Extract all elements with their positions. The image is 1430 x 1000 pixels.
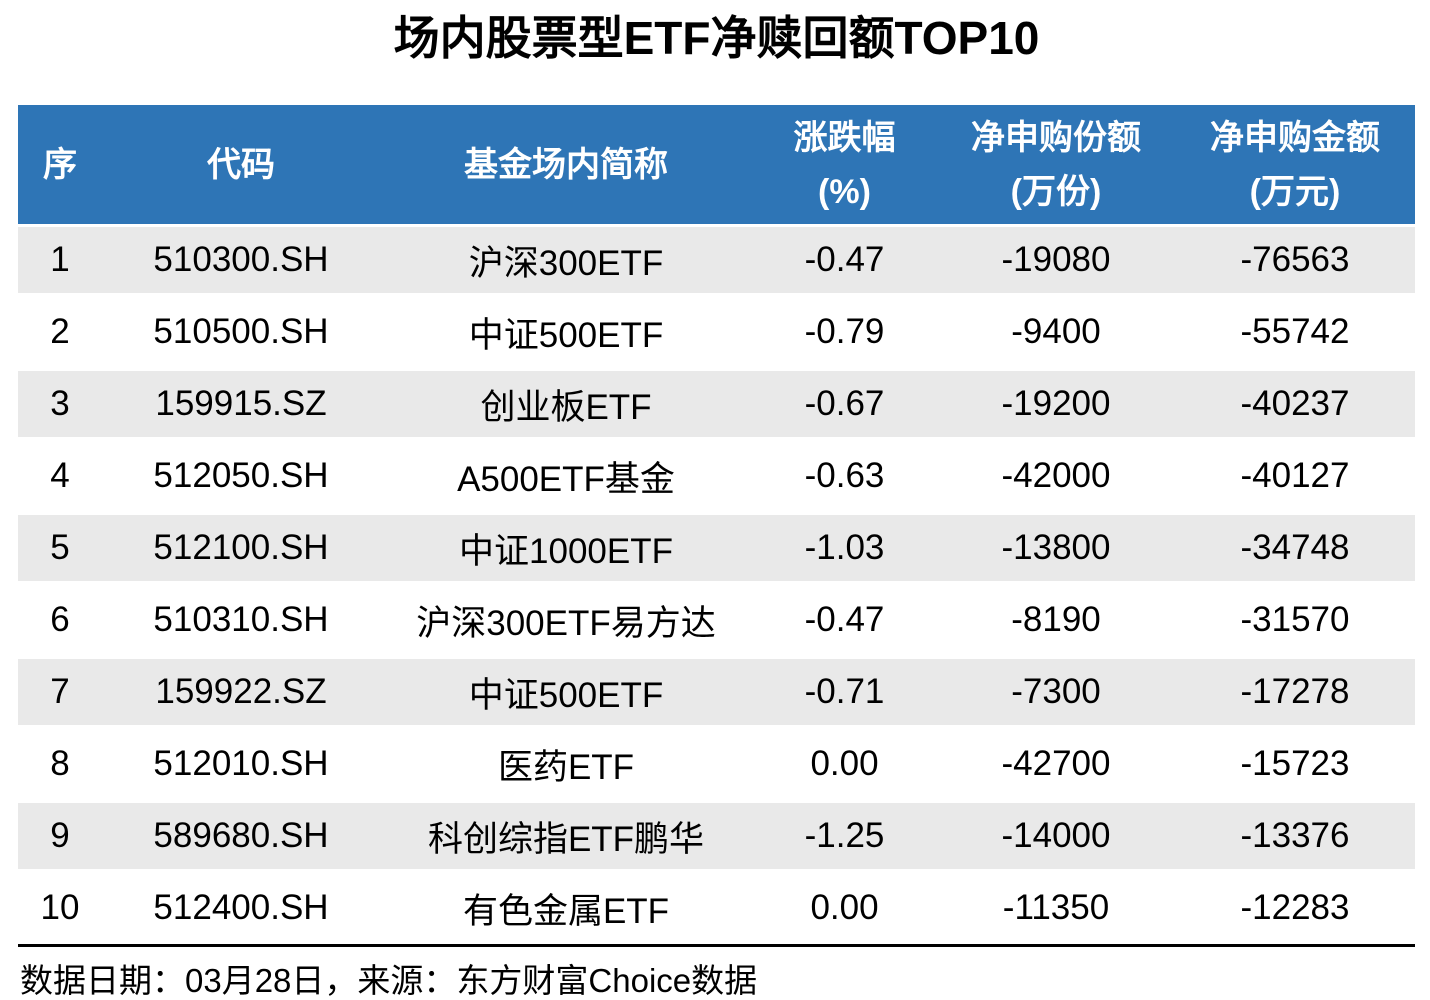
cell-change: -1.03 (804, 528, 885, 567)
cell-change: 0.00 (810, 744, 879, 783)
table-row: 6 510310.SH 沪深300ETF易方达 -0.47 -8190 -315… (18, 584, 1415, 656)
cell-rank: 4 (50, 456, 70, 495)
column-header-label: 净申购金额 (1210, 118, 1380, 157)
cell-rank: 6 (50, 600, 70, 639)
cell-net-amount: -76563 (1240, 240, 1350, 279)
column-header-label: 净申购份额 (971, 118, 1141, 157)
cell-net-amount: -31570 (1240, 600, 1350, 639)
table-row: 2 510500.SH 中证500ETF -0.79 -9400 -55742 (18, 296, 1415, 368)
column-header-unit: (万元) (1249, 172, 1341, 211)
cell-net-shares: -11350 (1002, 888, 1110, 927)
column-header-unit: (%) (818, 172, 871, 211)
etf-redemption-page: 场内股票型ETF净赎回额TOP10 序 代码 基金场内简称 涨跌幅 (%) 净申… (0, 10, 1430, 1000)
cell-net-shares: -14000 (1001, 816, 1111, 855)
cell-net-shares: -8190 (1011, 600, 1101, 639)
cell-rank: 2 (50, 312, 70, 351)
cell-net-shares: -19080 (1001, 240, 1111, 279)
cell-code: 510500.SH (153, 312, 329, 351)
column-header-rank: 序 (18, 105, 102, 224)
column-header-label: 序 (43, 145, 77, 184)
table-row: 9 589680.SH 科创综指ETF鹏华 -1.25 -14000 -1337… (18, 800, 1415, 872)
cell-change: -0.71 (804, 672, 885, 711)
cell-net-amount: -55742 (1240, 312, 1350, 351)
cell-code: 512100.SH (153, 528, 329, 567)
cell-name: A500ETF基金 (457, 459, 675, 499)
column-header-change: 涨跌幅 (%) (752, 105, 937, 224)
table-row: 10 512400.SH 有色金属ETF 0.00 -11350 -12283 (18, 872, 1415, 944)
page-title: 场内股票型ETF净赎回额TOP10 (393, 12, 1040, 64)
column-header-code: 代码 (102, 105, 380, 224)
cell-rank: 7 (50, 672, 70, 711)
cell-code: 512400.SH (153, 888, 329, 927)
cell-name: 有色金属ETF (462, 891, 670, 931)
cell-name: 中证1000ETF (459, 531, 673, 571)
column-header-net-shares: 净申购份额 (万份) (937, 105, 1175, 224)
cell-net-amount: -12283 (1240, 888, 1350, 927)
cell-net-amount: -34748 (1240, 528, 1350, 567)
cell-change: -0.63 (804, 456, 885, 495)
column-header-label: 基金场内简称 (464, 145, 668, 184)
column-header-name: 基金场内简称 (380, 105, 752, 224)
cell-name: 中证500ETF (468, 675, 664, 715)
cell-change: 0.00 (810, 888, 879, 927)
cell-code: 510310.SH (153, 600, 329, 639)
column-header-net-amount: 净申购金额 (万元) (1175, 105, 1415, 224)
column-header-label: 涨跌幅 (793, 118, 896, 157)
cell-name: 科创综指ETF鹏华 (427, 819, 705, 859)
cell-net-amount: -17278 (1240, 672, 1350, 711)
table-row: 1 510300.SH 沪深300ETF -0.47 -19080 -76563 (18, 224, 1415, 296)
cell-code: 159915.SZ (155, 384, 327, 423)
cell-net-amount: -15723 (1240, 744, 1350, 783)
column-header-unit: (万份) (1010, 172, 1102, 211)
cell-name: 沪深300ETF (468, 243, 664, 283)
cell-code: 589680.SH (153, 816, 329, 855)
column-header-label: 代码 (207, 145, 275, 184)
cell-net-amount: -40237 (1240, 384, 1350, 423)
cell-change: -0.79 (804, 312, 885, 351)
cell-change: -0.47 (804, 240, 885, 279)
cell-name: 沪深300ETF易方达 (416, 603, 716, 643)
cell-name: 创业板ETF (480, 387, 652, 427)
cell-rank: 5 (50, 528, 70, 567)
cell-net-amount: -40127 (1240, 456, 1350, 495)
table-row: 8 512010.SH 医药ETF 0.00 -42700 -15723 (18, 728, 1415, 800)
cell-net-shares: -42000 (1001, 456, 1111, 495)
cell-code: 159922.SZ (155, 672, 327, 711)
table-row: 4 512050.SH A500ETF基金 -0.63 -42000 -4012… (18, 440, 1415, 512)
cell-change: -1.25 (804, 816, 885, 855)
cell-change: -0.67 (804, 384, 885, 423)
cell-rank: 1 (50, 240, 70, 279)
cell-net-shares: -9400 (1011, 312, 1101, 351)
cell-net-shares: -13800 (1001, 528, 1111, 567)
cell-name: 中证500ETF (468, 315, 664, 355)
cell-rank: 3 (50, 384, 70, 423)
cell-code: 512050.SH (153, 456, 329, 495)
cell-net-shares: -7300 (1011, 672, 1101, 711)
cell-rank: 9 (50, 816, 70, 855)
table-row: 5 512100.SH 中证1000ETF -1.03 -13800 -3474… (18, 512, 1415, 584)
cell-rank: 10 (40, 888, 80, 927)
footer-divider (18, 944, 1415, 947)
cell-net-amount: -13376 (1240, 816, 1350, 855)
table-header-row: 序 代码 基金场内简称 涨跌幅 (%) 净申购份额 (万份) 净申购金额 (万元… (18, 105, 1415, 224)
cell-rank: 8 (50, 744, 70, 783)
cell-code: 512010.SH (153, 744, 329, 783)
data-source-note: 数据日期：03月28日，来源：东方财富Choice数据 (20, 962, 758, 999)
table-row: 7 159922.SZ 中证500ETF -0.71 -7300 -17278 (18, 656, 1415, 728)
cell-code: 510300.SH (153, 240, 329, 279)
cell-net-shares: -42700 (1001, 744, 1111, 783)
cell-change: -0.47 (804, 600, 885, 639)
cell-net-shares: -19200 (1001, 384, 1111, 423)
etf-table: 序 代码 基金场内简称 涨跌幅 (%) 净申购份额 (万份) 净申购金额 (万元… (18, 105, 1415, 944)
table-row: 3 159915.SZ 创业板ETF -0.67 -19200 -40237 (18, 368, 1415, 440)
cell-name: 医药ETF (497, 747, 635, 787)
